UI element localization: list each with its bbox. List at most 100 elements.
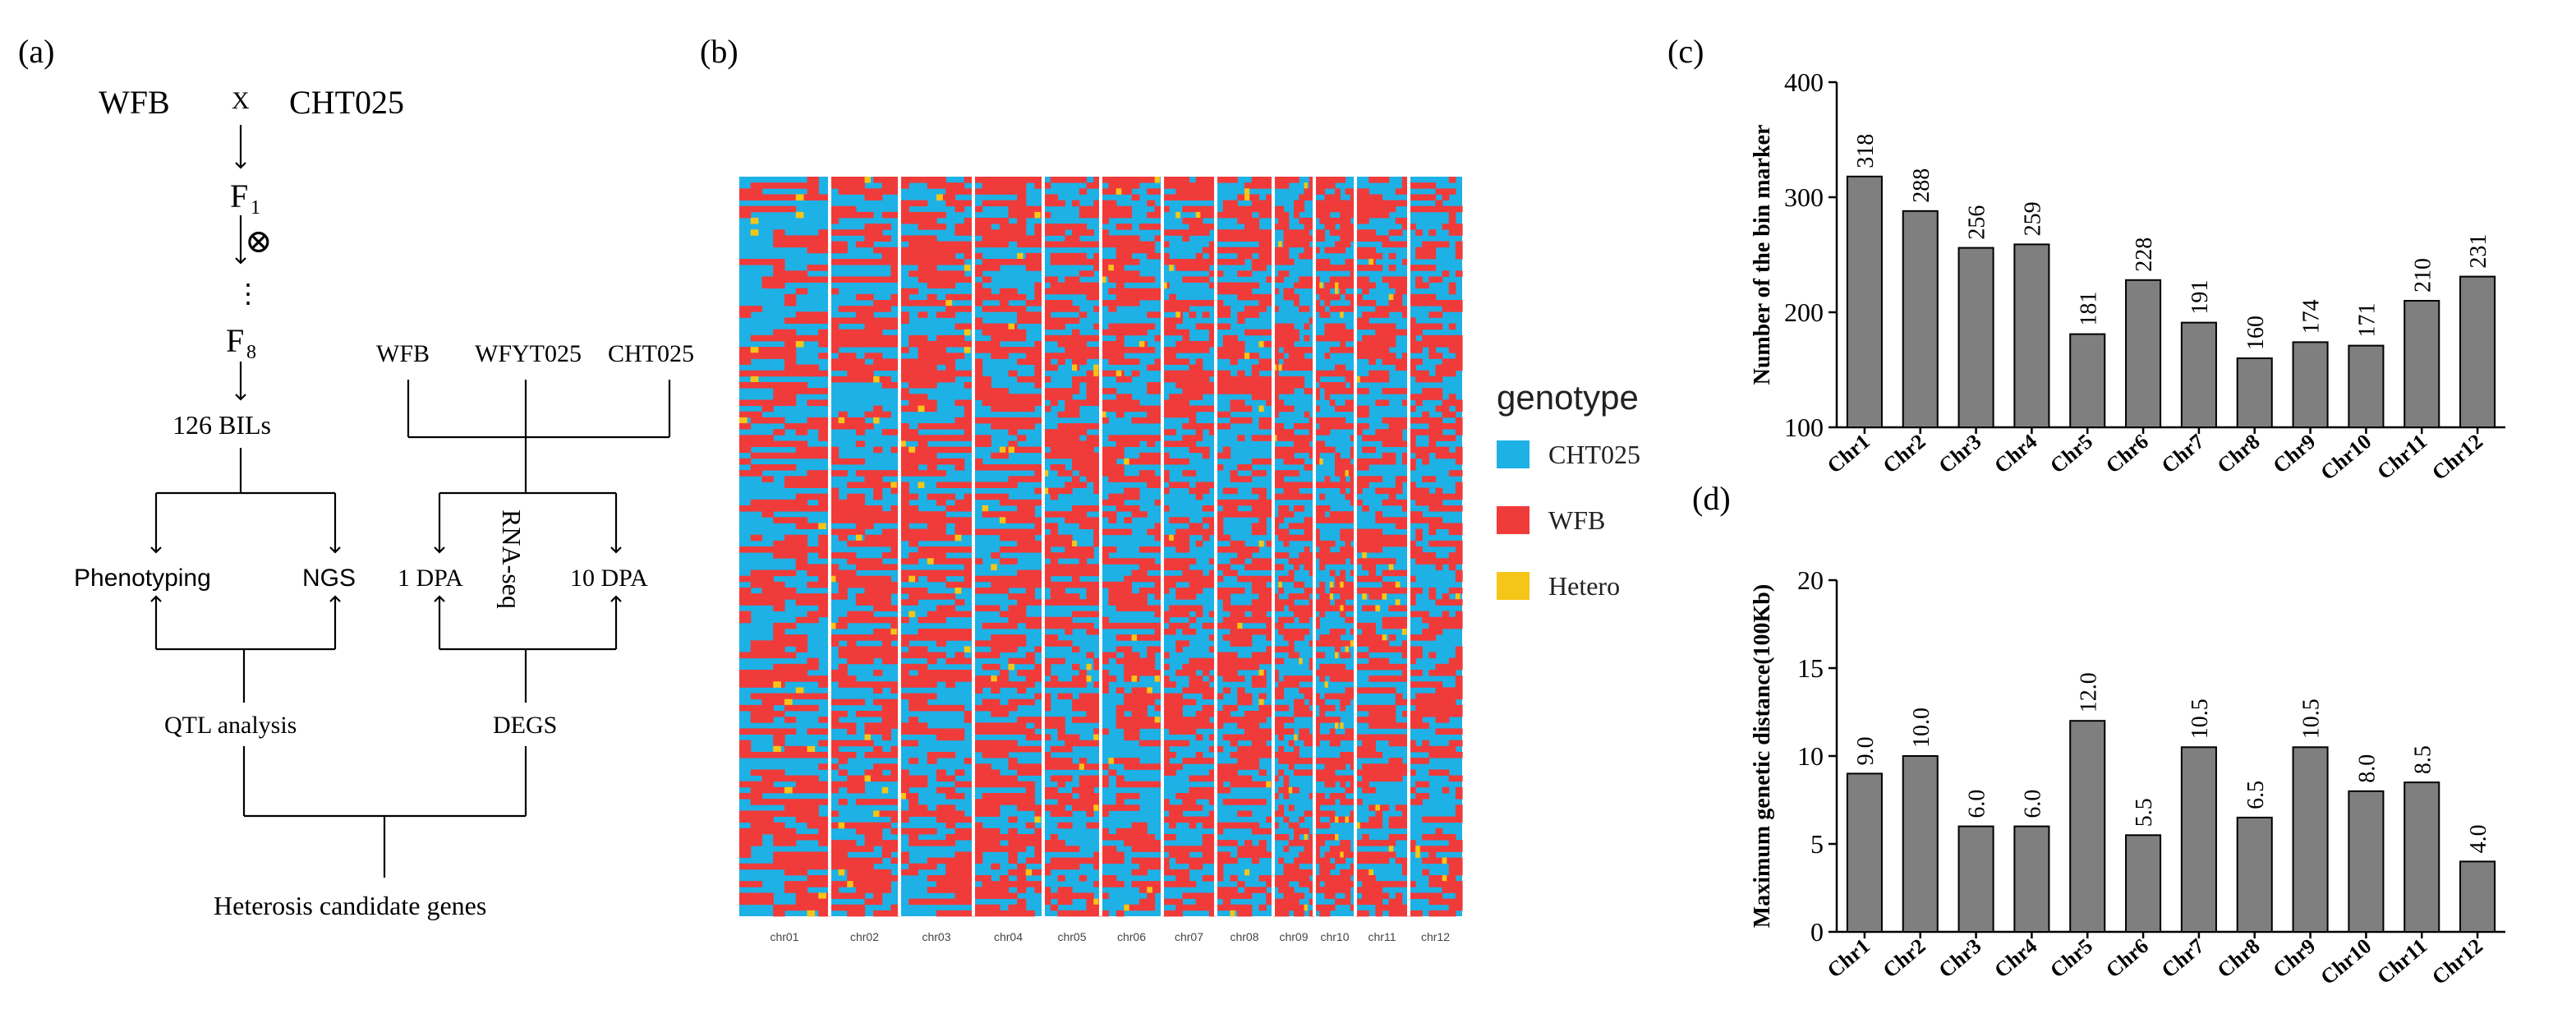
bar-value-label: 181 <box>2076 292 2101 326</box>
x-tick-label: Chr5 <box>2045 429 2097 477</box>
panel-label-c: (c) <box>1668 33 1704 70</box>
x-tick-label: Chr4 <box>1990 429 2041 477</box>
selfing-symbol: ⊗ <box>245 223 273 260</box>
bar-value-label: 174 <box>2299 299 2325 334</box>
bar-value-label: 12.0 <box>2076 672 2101 712</box>
f8-label: F <box>226 322 244 359</box>
bar-value-label: 171 <box>2354 303 2380 338</box>
bar-value-label: 259 <box>2020 201 2045 236</box>
dpa1-label: 1 DPA <box>398 565 463 592</box>
bar-value-label: 6.0 <box>2020 790 2045 818</box>
bar-value-label: 191 <box>2187 280 2213 315</box>
bar <box>2125 834 2162 933</box>
rna-parent2-label: CHT025 <box>608 340 694 367</box>
bar <box>2348 790 2385 933</box>
legend-label: CHT025 <box>1548 440 1640 469</box>
bar-value-label: 228 <box>2132 237 2157 272</box>
x-tick-label: Chr7 <box>2157 429 2209 477</box>
chromosome-dividers <box>828 177 1410 916</box>
x-tick-label: Chr6 <box>2101 933 2153 982</box>
bar <box>1846 175 1883 429</box>
bar <box>1902 755 1939 933</box>
bar-value-label: 4.0 <box>2466 824 2491 853</box>
rna-hybrid-label: WFYT025 <box>475 340 582 367</box>
y-tick-label: 0 <box>1810 917 1824 947</box>
legend-swatch <box>1497 506 1530 534</box>
qtl-analysis-label: QTL analysis <box>164 712 297 739</box>
x-tick-label: Chr2 <box>1879 429 1930 477</box>
ngs-label: NGS <box>302 565 356 592</box>
x-tick-label: Chr11 <box>2372 429 2431 484</box>
chromosome-label: chr06 <box>1117 930 1146 943</box>
y-axis-label: Number of the bin marker <box>1750 125 1775 385</box>
chromosome-label: chr02 <box>850 930 879 943</box>
bar <box>2292 746 2329 933</box>
bar <box>2459 860 2496 933</box>
bar-value-label: 256 <box>1965 205 1990 240</box>
bar <box>2069 333 2106 429</box>
x-tick-label: Chr12 <box>2427 933 2487 989</box>
bar-value-label: 231 <box>2466 234 2491 269</box>
chromosome-label: chr09 <box>1279 930 1308 943</box>
genotype-legend: genotype CHT025 WFB Hetero <box>1497 378 1640 601</box>
rna-parent1-label: WFB <box>376 340 430 367</box>
y-tick-label: 100 <box>1784 413 1824 442</box>
bin-marker-bar-chart: 100 200 300 400 Number of the bin marker 318 C… <box>1750 67 2505 485</box>
x-tick-label: Chr11 <box>2372 933 2431 989</box>
bar <box>2236 816 2273 933</box>
bar-value-label: 10.0 <box>1909 708 1934 748</box>
y-tick-label: 15 <box>1797 653 1824 683</box>
heatmap-x-labels: chr01 chr02 chr03 chr04 chr05 chr06 chr07 chr08… <box>770 930 1450 943</box>
bar-value-label: 9.0 <box>1853 736 1879 765</box>
chromosome-label: chr10 <box>1320 930 1349 943</box>
legend-label: Hetero <box>1548 571 1620 601</box>
bar-value-label: 10.5 <box>2187 698 2213 739</box>
x-tick-label: Chr4 <box>1990 933 2041 982</box>
bar <box>2404 781 2440 933</box>
genetic-distance-bar-chart: 0 5 10 15 20 Maximum genetic distance(100Kb) 9… <box>1750 565 2505 989</box>
x-tick-label: Chr1 <box>1823 933 1874 982</box>
legend-label: WFB <box>1548 505 1605 535</box>
x-tick-label: Chr1 <box>1823 429 1874 477</box>
bar <box>2180 321 2217 429</box>
legend-title: genotype <box>1497 378 1639 417</box>
x-tick-label: Chr3 <box>1934 429 1986 477</box>
x-tick-label: Chr9 <box>2269 933 2321 982</box>
x-tick-label: Chr8 <box>2213 429 2265 477</box>
bar <box>1902 210 1939 428</box>
cross-symbol: X <box>232 87 250 114</box>
phenotyping-label: Phenotyping <box>74 565 211 592</box>
chromosome-label: chr08 <box>1230 930 1258 943</box>
bar-value-label: 318 <box>1853 134 1879 168</box>
x-tick-label: Chr9 <box>2269 429 2321 477</box>
f8-subscript: 8 <box>246 342 256 363</box>
x-tick-label: Chr5 <box>2045 933 2097 982</box>
y-tick-label: 300 <box>1784 182 1824 212</box>
bar <box>2292 341 2329 428</box>
y-tick-label: 10 <box>1797 741 1824 771</box>
parent2-label: CHT025 <box>289 84 404 121</box>
panel-label-d: (d) <box>1692 480 1731 517</box>
bar <box>2013 825 2050 933</box>
y-tick-label: 5 <box>1810 829 1824 859</box>
chromosome-label: chr07 <box>1175 930 1203 943</box>
panel-label-a: (a) <box>18 33 54 70</box>
bar-value-label: 8.5 <box>2410 745 2436 774</box>
y-axis-label: Maximum genetic distance(100Kb) <box>1750 584 1775 928</box>
heatmap-cells <box>739 177 1463 917</box>
chromosome-label: chr05 <box>1057 930 1086 943</box>
x-tick-label: Chr8 <box>2213 933 2265 982</box>
bar <box>2404 300 2440 428</box>
bar-value-label: 160 <box>2243 316 2269 350</box>
breeding-flowchart: WFB X CHT025 F 1 ⊗ ⋮ F 8 126 BILs Phenot… <box>74 84 694 920</box>
bils-label: 126 BILs <box>172 410 271 440</box>
bar <box>2013 243 2050 428</box>
x-tick-label: Chr10 <box>2316 933 2376 989</box>
x-tick-label: Chr10 <box>2316 429 2376 485</box>
bar-value-label: 6.5 <box>2243 781 2269 809</box>
panel-label-b: (b) <box>700 33 738 70</box>
chromosome-label: chr04 <box>994 930 1023 943</box>
bar <box>2180 746 2217 933</box>
x-tick-label: Chr7 <box>2157 933 2209 982</box>
x-tick-label: Chr6 <box>2101 429 2153 477</box>
